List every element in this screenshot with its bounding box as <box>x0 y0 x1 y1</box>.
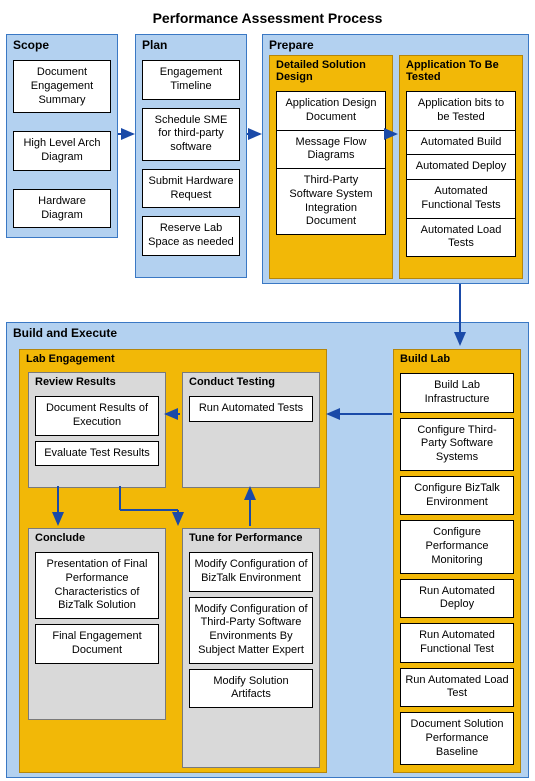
conclude-subpanel: Conclude Presentation of Final Performan… <box>28 528 166 720</box>
build-lab-item: Configure Third-Party Software Systems <box>400 418 514 471</box>
app-item: Automated Functional Tests <box>406 180 516 219</box>
build-lab-item: Configure Performance Monitoring <box>400 520 514 573</box>
tune-item: Modify Configuration of BizTalk Environm… <box>189 552 313 592</box>
conduct-subpanel: Conduct Testing Run Automated Tests <box>182 372 320 488</box>
conclude-item: Presentation of Final Performance Charac… <box>35 552 159 619</box>
plan-item: Engagement Timeline <box>142 60 240 100</box>
design-title: Detailed Solution Design <box>270 56 392 86</box>
design-item: Third-Party Software System Integration … <box>276 169 386 235</box>
plan-item: Reserve Lab Space as needed <box>142 216 240 256</box>
lab-eng-subpanel: Lab Engagement Review Results Document R… <box>19 349 327 773</box>
build-lab-item: Run Automated Functional Test <box>400 623 514 663</box>
plan-title: Plan <box>136 35 246 55</box>
plan-item: Submit Hardware Request <box>142 169 240 209</box>
build-lab-subpanel: Build Lab Build Lab Infrastructure Confi… <box>393 349 521 773</box>
scope-panel: Scope Document Engagement Summary High L… <box>6 34 118 238</box>
tune-title: Tune for Performance <box>183 529 319 547</box>
lab-eng-title: Lab Engagement <box>20 350 326 368</box>
build-lab-item: Run Automated Load Test <box>400 668 514 708</box>
review-item: Evaluate Test Results <box>35 441 159 467</box>
app-subpanel: Application To Be Tested Application bit… <box>399 55 523 279</box>
review-title: Review Results <box>29 373 165 391</box>
tune-item: Modify Solution Artifacts <box>189 669 313 709</box>
conclude-item: Final Engagement Document <box>35 624 159 664</box>
build-lab-item: Run Automated Deploy <box>400 579 514 619</box>
prepare-panel: Prepare Detailed Solution Design Applica… <box>262 34 529 284</box>
app-item: Application bits to be Tested <box>406 91 516 131</box>
build-lab-title: Build Lab <box>394 350 520 368</box>
design-item: Message Flow Diagrams <box>276 131 386 170</box>
app-item: Automated Build <box>406 131 516 156</box>
diagram-canvas: Scope Document Engagement Summary High L… <box>0 34 535 781</box>
conduct-title: Conduct Testing <box>183 373 319 391</box>
tune-item: Modify Configuration of Third-Party Soft… <box>189 597 313 664</box>
app-title: Application To Be Tested <box>400 56 522 86</box>
design-subpanel: Detailed Solution Design Application Des… <box>269 55 393 279</box>
prepare-title: Prepare <box>263 35 528 55</box>
scope-item: Document Engagement Summary <box>13 60 111 113</box>
app-item: Automated Deploy <box>406 155 516 180</box>
conclude-title: Conclude <box>29 529 165 547</box>
page-title: Performance Assessment Process <box>0 0 535 34</box>
scope-title: Scope <box>7 35 117 55</box>
scope-item: Hardware Diagram <box>13 189 111 229</box>
plan-item: Schedule SME for third-party software <box>142 108 240 161</box>
app-item: Automated Load Tests <box>406 219 516 258</box>
build-title: Build and Execute <box>7 323 528 343</box>
review-item: Document Results of Execution <box>35 396 159 436</box>
design-item: Application Design Document <box>276 91 386 131</box>
tune-subpanel: Tune for Performance Modify Configuratio… <box>182 528 320 768</box>
plan-panel: Plan Engagement Timeline Schedule SME fo… <box>135 34 247 278</box>
build-lab-item: Build Lab Infrastructure <box>400 373 514 413</box>
scope-item: High Level Arch Diagram <box>13 131 111 171</box>
build-lab-item: Document Solution Performance Baseline <box>400 712 514 765</box>
review-subpanel: Review Results Document Results of Execu… <box>28 372 166 488</box>
build-panel: Build and Execute Lab Engagement Review … <box>6 322 529 778</box>
build-lab-item: Configure BizTalk Environment <box>400 476 514 516</box>
conduct-item: Run Automated Tests <box>189 396 313 422</box>
